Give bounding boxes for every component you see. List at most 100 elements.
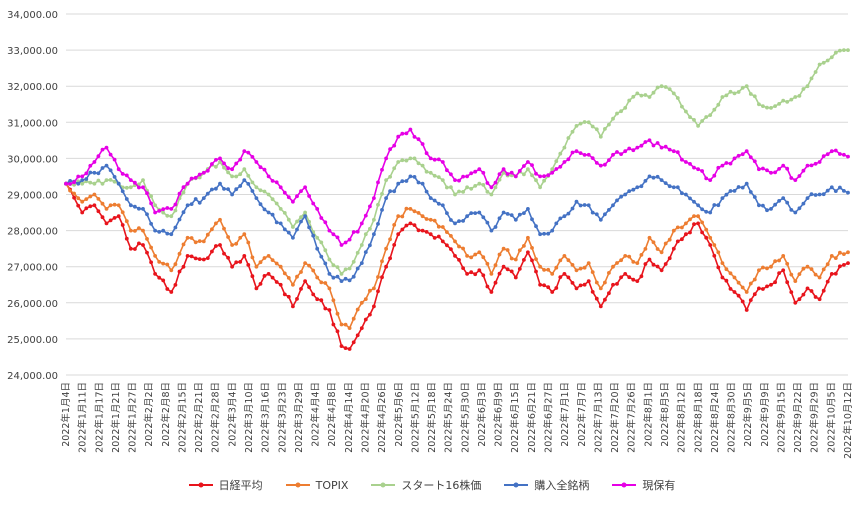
data-point — [282, 227, 287, 232]
data-point — [736, 280, 741, 285]
data-point — [104, 221, 109, 226]
data-point — [436, 157, 441, 162]
data-point — [193, 240, 198, 245]
data-point — [76, 196, 81, 201]
data-point — [797, 297, 802, 302]
data-point — [420, 214, 425, 219]
x-tick-label: 2022年7月26日 — [626, 382, 638, 453]
data-point — [578, 151, 583, 156]
data-point — [757, 286, 761, 291]
data-point — [603, 162, 607, 167]
data-point — [615, 150, 619, 154]
data-point — [347, 278, 352, 283]
data-point — [497, 177, 502, 182]
data-point — [315, 207, 320, 211]
data-point — [100, 166, 105, 170]
data-point — [680, 191, 684, 196]
data-point — [392, 243, 397, 247]
data-point — [104, 163, 109, 168]
data-point — [331, 232, 336, 237]
data-point — [671, 246, 676, 251]
data-point — [517, 212, 522, 217]
legend-item: 日経平均 — [188, 477, 263, 493]
data-point — [408, 174, 413, 179]
data-point — [655, 141, 660, 145]
data-point — [789, 272, 794, 277]
data-point — [153, 228, 158, 233]
data-point — [339, 279, 344, 283]
data-point — [165, 287, 170, 291]
data-point — [611, 264, 615, 269]
data-point — [667, 237, 672, 242]
data-point — [821, 154, 826, 159]
data-point — [797, 174, 802, 178]
data-point — [765, 168, 769, 173]
data-point — [489, 228, 494, 233]
y-tick-label: 32,000.00 — [7, 82, 58, 93]
data-point — [250, 255, 255, 260]
data-point — [416, 137, 421, 142]
x-tick-label: 2022年6月3日 — [476, 382, 488, 447]
data-point — [161, 278, 166, 283]
data-point — [453, 254, 457, 258]
data-point — [124, 185, 129, 190]
data-point — [489, 192, 494, 197]
data-point — [432, 198, 437, 203]
data-point — [380, 259, 384, 264]
data-point — [343, 276, 348, 281]
data-point — [189, 236, 194, 240]
data-point — [120, 210, 125, 215]
data-point — [359, 243, 364, 247]
x-tick-label: 2022年2月15日 — [176, 382, 188, 453]
data-point — [445, 168, 449, 173]
data-point — [100, 147, 105, 152]
data-point — [773, 259, 777, 264]
data-point — [493, 280, 498, 285]
data-point — [659, 84, 664, 89]
data-point — [562, 254, 567, 258]
data-point — [789, 208, 794, 212]
data-point — [380, 167, 384, 172]
data-point — [627, 98, 632, 103]
data-point — [376, 275, 380, 279]
data-point — [659, 268, 664, 273]
data-point — [149, 201, 154, 206]
data-point — [141, 243, 145, 247]
data-point — [100, 201, 105, 206]
data-point — [307, 263, 311, 268]
data-point — [684, 232, 688, 237]
data-point — [570, 129, 575, 134]
data-point — [696, 214, 700, 219]
data-point — [165, 262, 170, 267]
data-point — [185, 254, 190, 258]
data-point — [481, 255, 486, 260]
data-point — [112, 157, 117, 162]
data-point — [327, 228, 332, 233]
data-point — [412, 175, 417, 179]
data-point — [400, 158, 405, 163]
data-point — [457, 178, 461, 183]
data-point — [805, 84, 810, 89]
data-point — [234, 187, 239, 192]
data-point — [838, 185, 842, 190]
data-point — [781, 268, 786, 273]
data-point — [88, 170, 93, 175]
legend-item: 現保有 — [611, 477, 675, 493]
data-point — [550, 290, 555, 294]
data-point — [461, 190, 465, 194]
data-point — [145, 191, 149, 196]
data-point — [363, 232, 368, 237]
data-point — [534, 178, 538, 183]
data-point — [748, 190, 753, 194]
data-point — [80, 199, 85, 204]
data-point — [461, 219, 465, 223]
data-point — [226, 170, 231, 175]
data-point — [238, 260, 243, 264]
data-point — [789, 176, 794, 180]
data-point — [149, 245, 154, 250]
data-point — [412, 156, 417, 161]
data-point — [445, 211, 449, 216]
data-point — [331, 263, 336, 268]
data-point — [522, 164, 526, 168]
data-point — [193, 197, 198, 201]
